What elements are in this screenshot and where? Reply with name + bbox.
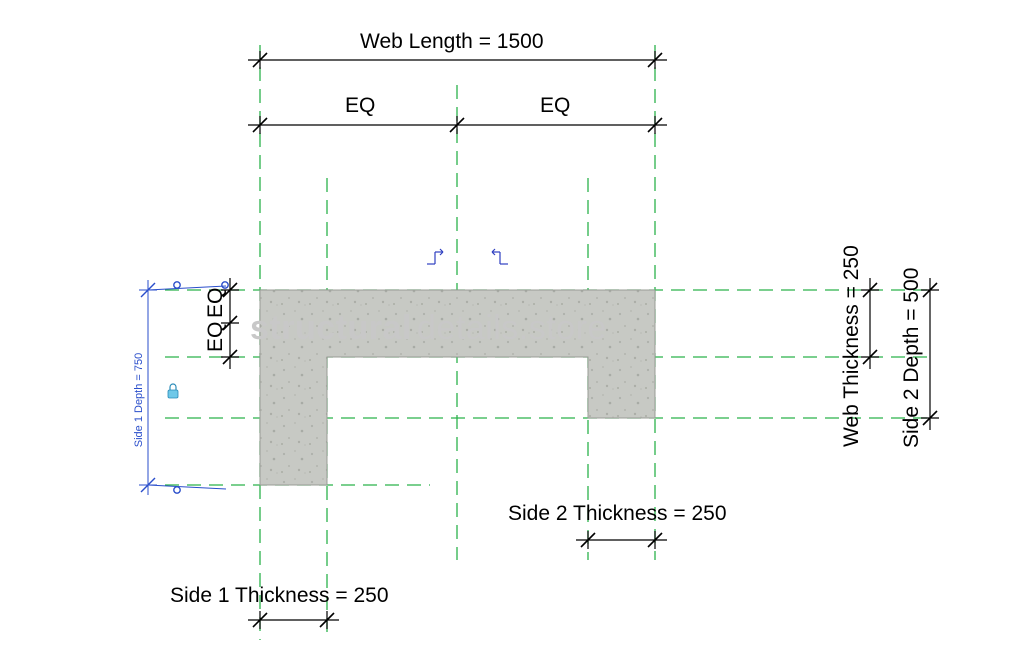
- dim-side1-depth-label: Side 1 Depth = 750: [133, 353, 145, 448]
- eq-left-label: EQ: [345, 94, 375, 117]
- dim-eq-vertical: EQ EQ: [204, 278, 239, 369]
- eq-right-label: EQ: [540, 94, 570, 117]
- dim-web-thickness-label: Web Thickness = 250: [840, 245, 863, 447]
- dim-side1-thickness-label: Side 1 Thickness = 250: [170, 584, 389, 607]
- dim-side2-thickness: Side 2 Thickness = 250: [508, 502, 727, 549]
- svg-text:details.store: details.store: [417, 309, 607, 347]
- structural-section-diagram: structural details.store Web Length = 15…: [0, 0, 1024, 662]
- lock-icon: [168, 384, 178, 398]
- dim-web-thickness: Web Thickness = 250: [840, 245, 879, 447]
- dim-side2-depth: Side 2 Depth = 500: [900, 268, 939, 448]
- dim-side2-thickness-label: Side 2 Thickness = 250: [508, 502, 727, 525]
- watermark: structural details.store: [250, 309, 607, 347]
- eq-bot-label: EQ: [204, 322, 227, 352]
- dim-side1-thickness: Side 1 Thickness = 250: [170, 584, 389, 629]
- dim-web-length: Web Length = 1500: [248, 30, 667, 69]
- flip-arrow-left-icon: [427, 249, 443, 264]
- svg-text:structural: structural: [250, 309, 412, 347]
- flip-arrow-right-icon: [492, 249, 508, 264]
- dim-web-length-label: Web Length = 1500: [360, 30, 544, 53]
- dim-side2-depth-label: Side 2 Depth = 500: [900, 268, 923, 448]
- eq-top-label: EQ: [204, 288, 227, 318]
